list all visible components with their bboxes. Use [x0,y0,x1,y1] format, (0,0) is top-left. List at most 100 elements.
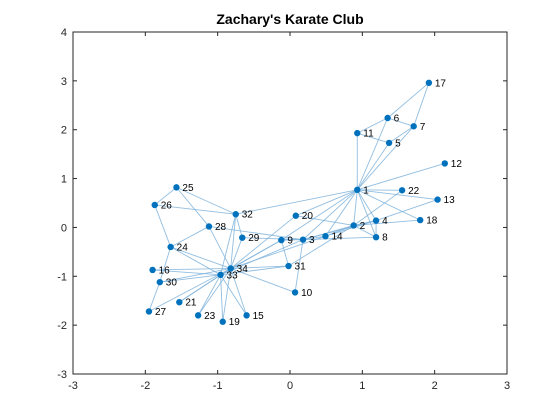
graph-edge [170,226,210,248]
graph-edge [220,239,304,276]
graph-edge [302,235,326,241]
graph-edge [230,214,237,269]
node-label: 29 [248,233,260,244]
graph-edge [356,142,390,191]
node-label: 3 [309,235,315,246]
node-label: 23 [204,311,216,322]
graph-edge [325,220,377,237]
node-label: 33 [227,270,239,281]
graph-edge [230,239,282,269]
graph-edge [294,239,304,293]
graph-node [217,271,224,279]
graph-edge [154,204,172,248]
node-label: 31 [295,262,307,273]
y-tick-label: -2 [57,320,67,332]
graph-edge [170,246,221,276]
graph-edge [357,117,388,134]
node-label: 21 [185,298,197,309]
nodes-group: 1234567891011121314151617181920212223242… [145,78,462,328]
graph-edge [159,246,172,283]
graph-node [322,233,329,240]
graph-edge [176,186,236,215]
x-tick-label: -1 [213,380,223,392]
graph-edge [295,189,358,217]
y-tick-label: -3 [57,369,67,381]
graph-node [278,236,285,244]
edges-group [148,82,445,322]
graph-edge [242,237,304,241]
graph-node [292,212,299,219]
graph-edge [230,265,289,269]
graph-edge [325,189,358,237]
x-tick-label: 1 [359,380,365,392]
graph-edge [356,117,389,190]
graph-edge [235,189,358,215]
graph-node [227,265,234,272]
graph-node [385,139,393,147]
node-label: 17 [435,78,447,89]
graph-node [151,201,158,209]
node-label: 26 [161,200,173,211]
x-tick-label: 3 [504,380,510,392]
y-tick-label: 1 [61,174,67,186]
x-tick-label: 2 [432,380,438,392]
graph-node [194,312,202,319]
graph-edge [281,189,358,241]
graph-edge [353,189,403,226]
graph-edge [159,268,231,283]
graph-node [176,298,183,306]
graph-edge [353,225,377,238]
node-label: 6 [394,113,400,124]
graph-node [441,160,448,167]
graph-node [350,222,357,229]
graph-edge [154,204,236,215]
node-label: 4 [382,216,388,227]
graph-edge [387,82,430,119]
graph-edge [356,125,415,191]
graph-edge [222,268,232,322]
node-label: 24 [177,242,189,253]
graph-edge [176,187,210,227]
node-label: 18 [426,216,438,227]
graph-node [299,236,307,243]
y-tick-label: -1 [57,271,67,283]
node-label: 2 [360,221,366,232]
graph-edge [357,132,390,144]
node-label: 15 [253,311,265,322]
graph-edge [288,225,354,267]
node-label: 16 [159,265,171,276]
x-tick-label: 0 [287,380,293,392]
graph-node [354,186,361,194]
graph-node [417,216,424,224]
graph-node [398,187,406,194]
graph-edge [295,215,354,226]
graph-edge [230,237,243,269]
graph-edge [230,215,297,269]
graph-node [167,243,174,251]
graph-node [145,308,153,315]
graph-edge [152,269,221,276]
graph-edge [357,162,445,191]
node-label: 9 [287,236,293,247]
graph-node [243,312,250,319]
node-label: 8 [382,233,388,244]
graph-node [285,262,292,270]
y-tick-label: 0 [61,222,67,234]
node-label: 11 [363,129,374,140]
graph-edge [152,268,231,271]
graph-node [173,184,180,191]
graph-edge [353,189,358,226]
x-tick-label: -3 [68,380,78,392]
graph-edge [388,125,414,144]
graph-node [232,211,239,218]
graph-edge [302,189,358,240]
graph-edge [170,246,231,269]
x-tick-label: -2 [140,380,150,392]
node-label: 22 [408,186,420,197]
graph-edge [208,226,304,241]
graph-edge [197,268,232,316]
node-label: 30 [166,278,178,289]
graph-edge [197,274,221,316]
